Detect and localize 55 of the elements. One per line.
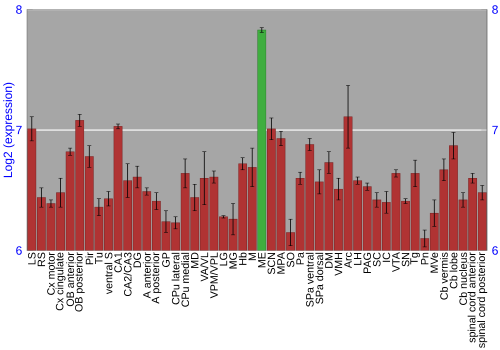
- x-tick-label: DG: [133, 252, 141, 268]
- x-tick-label: Tg: [410, 252, 420, 264]
- x-tick-label: SC: [373, 252, 381, 266]
- x-tick-label: VA/VL: [200, 252, 208, 282]
- x-tick-label: Cx cingulate: [56, 252, 66, 310]
- x-tick-label: CA2/CA3: [124, 252, 132, 296]
- x-tick-label: VPM/VPL: [210, 252, 218, 298]
- x-tick-label: ventral S: [104, 252, 112, 294]
- x-tick-label: MVe: [430, 252, 438, 273]
- x-tick-label: MPA: [277, 252, 285, 274]
- x-tick-label: Cb vermis: [440, 252, 448, 300]
- x-tick-label: M: [248, 253, 256, 260]
- x-tick-label: ME: [258, 252, 266, 268]
- x-tick-label: OB anterior: [66, 252, 74, 306]
- x-tick-label: SPa ventral: [306, 252, 314, 307]
- x-tick-label: RS: [38, 252, 46, 266]
- x-tick-label: LS: [28, 252, 36, 264]
- x-tick-label: Cx motor: [47, 252, 55, 295]
- x-tick-label: SN: [402, 253, 410, 266]
- x-tick-label: A posterior: [151, 252, 162, 304]
- x-tick-label: CA1: [114, 252, 122, 272]
- x-tick-label: VTA: [392, 252, 400, 272]
- x-tick-label: Arc: [344, 252, 352, 268]
- y-axis-title: Log2 (expression): [3, 82, 14, 178]
- x-tick-label: MD: [191, 252, 198, 268]
- x-tick-label: IC: [382, 252, 390, 262]
- x-tick-label: LH: [354, 253, 362, 265]
- x-tick-label: SCN: [268, 253, 276, 274]
- x-tick-label: MG: [229, 252, 237, 268]
- x-tick-label: OB posterior: [74, 252, 85, 312]
- y2-tick-label: 8: [492, 5, 498, 14]
- x-tick-label: SPa dorsal: [315, 252, 324, 304]
- y2-tick-label: 6: [492, 246, 498, 255]
- x-tick-label: CPu medial: [181, 252, 190, 307]
- y-tick-label: 7: [16, 126, 22, 134]
- x-tick-label: A anterior: [142, 252, 151, 298]
- x-tick-label: Cb lobe: [450, 252, 458, 288]
- x-tick-label: Hb: [238, 252, 247, 265]
- y-tick-label: 6: [16, 246, 22, 255]
- x-tick-label: spinal cord anterior: [468, 252, 478, 343]
- x-tick-label: PAG: [363, 252, 371, 273]
- x-tick-label: Pa: [296, 252, 304, 264]
- x-tick-label: CPu lateral: [172, 252, 180, 304]
- x-tick-label: Pir: [85, 252, 94, 264]
- x-tick-label: Cb nucleus: [459, 252, 467, 305]
- x-tick-label: spinal cord posterior: [477, 252, 488, 348]
- x-tick-label: Tu: [95, 252, 103, 264]
- y-tick-label: 8: [16, 5, 22, 14]
- x-tick-label: DM: [325, 253, 333, 268]
- y2-tick-label: 7: [492, 126, 498, 134]
- x-tick-label: LG: [220, 252, 228, 266]
- x-tick-label: Pn: [421, 252, 428, 264]
- x-tick-label: VMH: [334, 253, 342, 276]
- x-tick-label: GP: [162, 252, 170, 268]
- x-tick-label: SO: [286, 252, 294, 268]
